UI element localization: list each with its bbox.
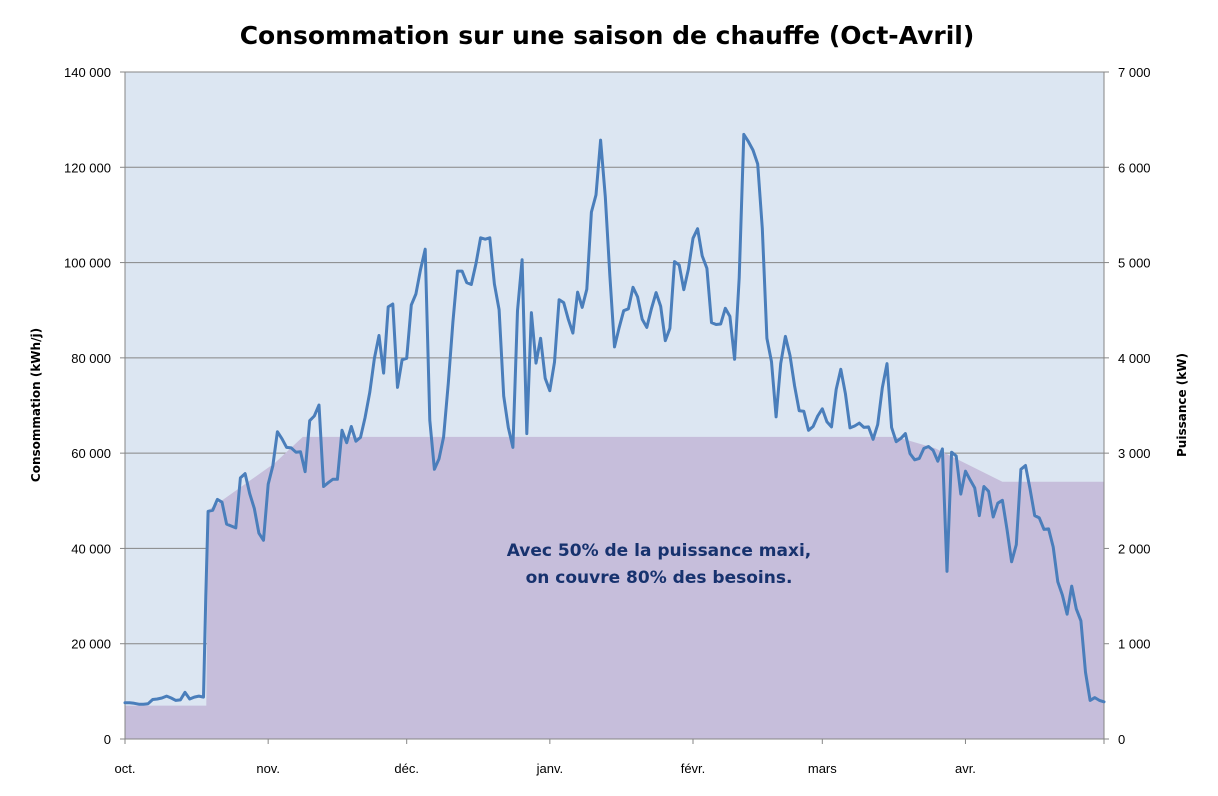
y2-axis-title: Puissance (kW) <box>1175 353 1189 457</box>
y-tick-label: 80 000 <box>71 351 111 366</box>
x-tick-label: mars <box>808 761 837 776</box>
x-tick-label: oct. <box>115 761 136 776</box>
y2-tick-label: 2 000 <box>1118 541 1151 556</box>
y-tick-label: 40 000 <box>71 541 111 556</box>
axis-ticks: 0 0 20 000 1 000 40 000 2 000 60 000 3 000 80 00… <box>64 65 1151 776</box>
y-axis-title: Consommation (kWh/j) <box>29 328 43 482</box>
x-tick-label: nov. <box>256 761 280 776</box>
y-tick-label: 140 000 <box>64 65 111 80</box>
x-tick-label: avr. <box>955 761 976 776</box>
annotation-line-1: Avec 50% de la puissance maxi, <box>507 541 811 561</box>
y2-tick-label: 0 <box>1118 732 1125 747</box>
y-tick-label: 100 000 <box>64 256 111 271</box>
y2-tick-label: 5 000 <box>1118 256 1151 271</box>
y2-tick-label: 7 000 <box>1118 65 1151 80</box>
annotation-line-2: on couvre 80% des besoins. <box>526 568 793 588</box>
y-tick-label: 0 <box>104 732 111 747</box>
consommation-line <box>123 132 1106 706</box>
x-tick-label: févr. <box>681 761 706 776</box>
x-tick-label: déc. <box>394 761 419 776</box>
y2-tick-label: 3 000 <box>1118 446 1151 461</box>
puissance-area <box>125 436 1104 739</box>
y2-tick-label: 4 000 <box>1118 351 1151 366</box>
y-tick-label: 60 000 <box>71 446 111 461</box>
x-tick-label: janv. <box>536 761 564 776</box>
y2-tick-label: 6 000 <box>1118 160 1151 175</box>
y2-tick-label: 1 000 <box>1118 637 1151 652</box>
y-tick-label: 120 000 <box>64 160 111 175</box>
chart-title: Consommation sur une saison de chauffe (… <box>240 21 975 50</box>
y-tick-label: 20 000 <box>71 637 111 652</box>
